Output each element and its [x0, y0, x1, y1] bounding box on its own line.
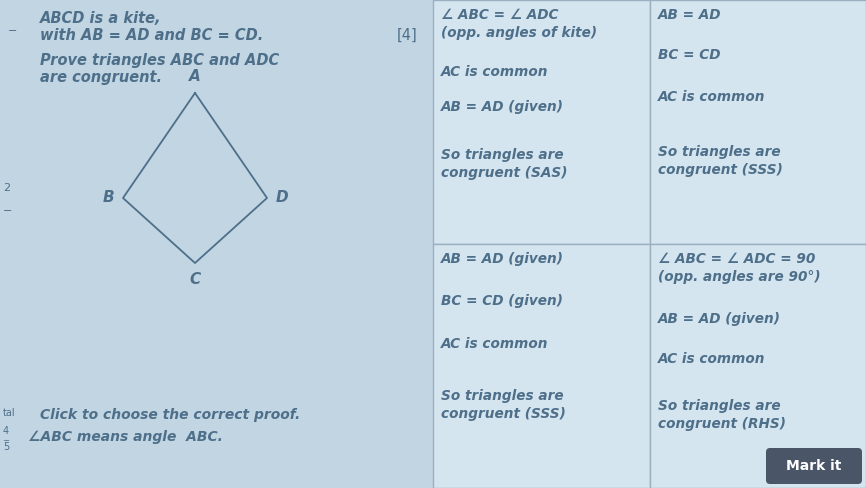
Text: with AB = AD and BC = CD.: with AB = AD and BC = CD.	[40, 28, 263, 43]
Text: So triangles are
congruent (SAS): So triangles are congruent (SAS)	[441, 148, 567, 180]
Text: are congruent.: are congruent.	[40, 70, 162, 85]
Text: Mark it: Mark it	[786, 459, 842, 473]
Text: AB = AD (given): AB = AD (given)	[441, 252, 564, 266]
Text: AC is common: AC is common	[657, 90, 765, 104]
Text: ─: ─	[3, 435, 8, 444]
Text: C: C	[190, 272, 201, 287]
Text: AC is common: AC is common	[441, 65, 548, 79]
Bar	[650, 0, 866, 244]
Text: ∠ ABC = ∠ ADC = 90
(opp. angles are 90°): ∠ ABC = ∠ ADC = 90 (opp. angles are 90°)	[657, 252, 820, 284]
Bar	[433, 244, 650, 488]
Text: Click to choose the correct proof.: Click to choose the correct proof.	[40, 408, 301, 422]
Text: So triangles are
congruent (RHS): So triangles are congruent (RHS)	[657, 399, 785, 431]
Text: ABCD is a kite,: ABCD is a kite,	[40, 11, 161, 26]
Text: −: −	[3, 206, 12, 216]
Text: 2: 2	[3, 183, 10, 193]
Text: tal: tal	[3, 408, 16, 418]
Text: ∠ ABC = ∠ ADC
(opp. angles of kite): ∠ ABC = ∠ ADC (opp. angles of kite)	[441, 8, 598, 40]
Text: AB = AD (given): AB = AD (given)	[441, 100, 564, 114]
Text: ∠ABC means angle  ABC.: ∠ABC means angle ABC.	[28, 430, 223, 444]
Text: A: A	[189, 69, 201, 84]
Text: AC is common: AC is common	[657, 352, 765, 366]
Text: −: −	[8, 26, 17, 36]
Text: BC = CD: BC = CD	[657, 48, 720, 62]
Text: So triangles are
congruent (SSS): So triangles are congruent (SSS)	[441, 389, 565, 421]
Text: [4]: [4]	[397, 28, 418, 43]
Text: So triangles are
congruent (SSS): So triangles are congruent (SSS)	[657, 145, 782, 177]
Bar	[650, 244, 866, 488]
Text: AB = AD: AB = AD	[657, 8, 721, 22]
Text: D: D	[276, 190, 288, 205]
Bar	[0, 0, 433, 488]
Text: 4: 4	[3, 426, 10, 436]
Text: B: B	[102, 190, 114, 205]
Bar	[433, 0, 650, 244]
Text: AB = AD (given): AB = AD (given)	[657, 312, 780, 326]
Text: Prove triangles ABC and ADC: Prove triangles ABC and ADC	[40, 53, 279, 68]
Text: AC is common: AC is common	[441, 337, 548, 351]
Text: 5: 5	[3, 442, 10, 452]
Text: BC = CD (given): BC = CD (given)	[441, 294, 563, 308]
FancyBboxPatch shape	[766, 448, 862, 484]
